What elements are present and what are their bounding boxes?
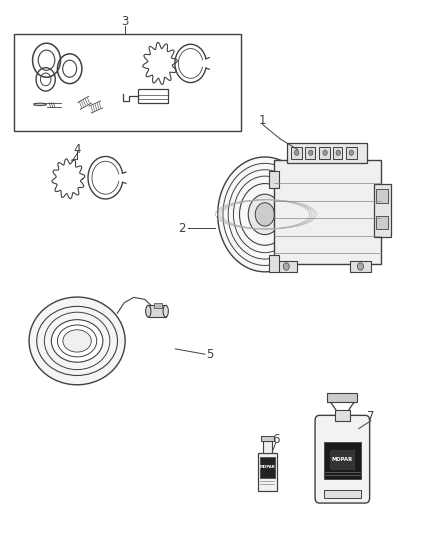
Circle shape — [336, 150, 340, 156]
Ellipse shape — [29, 297, 125, 385]
Bar — [287, 143, 367, 163]
Bar — [346, 147, 357, 159]
Bar — [332, 147, 342, 159]
Bar — [276, 261, 297, 272]
Bar — [260, 457, 275, 478]
Text: 6: 6 — [272, 433, 279, 446]
Ellipse shape — [51, 320, 103, 362]
Bar — [327, 393, 357, 401]
Bar — [376, 189, 389, 203]
Ellipse shape — [63, 330, 91, 352]
Bar — [305, 147, 315, 159]
Text: 7: 7 — [367, 410, 374, 423]
Text: 3: 3 — [121, 15, 129, 28]
FancyBboxPatch shape — [315, 415, 370, 503]
Circle shape — [349, 150, 353, 156]
Bar — [148, 305, 166, 317]
Polygon shape — [34, 103, 46, 106]
Bar — [324, 490, 361, 498]
Circle shape — [248, 194, 282, 235]
Circle shape — [323, 150, 327, 156]
Bar — [374, 184, 392, 237]
Bar — [269, 255, 279, 272]
Circle shape — [294, 150, 299, 156]
Text: 5: 5 — [207, 348, 214, 361]
Bar — [324, 442, 361, 479]
Text: MOPAR: MOPAR — [260, 465, 276, 470]
Circle shape — [283, 263, 289, 270]
Bar — [269, 171, 279, 188]
Bar — [350, 261, 371, 272]
Text: MOPAR: MOPAR — [332, 457, 353, 462]
Bar — [261, 435, 274, 441]
Bar — [330, 450, 354, 469]
Text: 1: 1 — [259, 114, 266, 127]
Ellipse shape — [57, 325, 97, 357]
Text: 2: 2 — [178, 222, 186, 235]
Text: 4: 4 — [73, 143, 81, 156]
Bar — [335, 410, 350, 421]
Bar — [14, 34, 241, 131]
Ellipse shape — [146, 305, 151, 317]
Circle shape — [218, 157, 312, 272]
Bar — [274, 160, 381, 264]
Circle shape — [255, 203, 275, 226]
Bar — [263, 441, 272, 453]
Ellipse shape — [163, 305, 168, 317]
Bar — [138, 90, 168, 103]
Bar — [376, 216, 389, 229]
Bar — [258, 453, 277, 491]
Circle shape — [308, 150, 313, 156]
Bar — [319, 147, 330, 159]
Circle shape — [357, 263, 364, 270]
Bar — [154, 303, 162, 309]
Bar — [291, 147, 302, 159]
